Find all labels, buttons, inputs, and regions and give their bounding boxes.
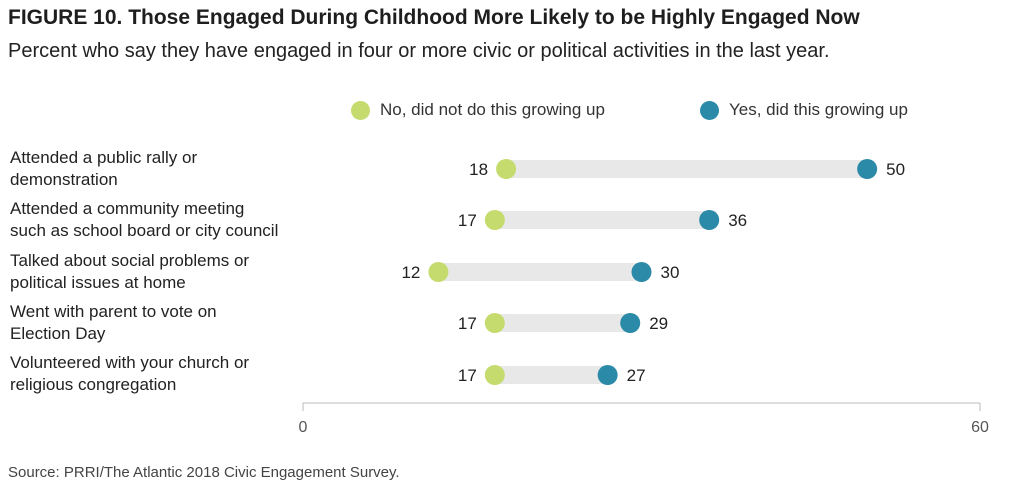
- data-label-no-4: 17: [458, 366, 477, 385]
- source-note: Source: PRRI/The Atlantic 2018 Civic Eng…: [8, 464, 400, 481]
- x-axis-tick-label-1: 60: [971, 419, 989, 436]
- range-bar-4: [494, 366, 608, 384]
- data-label-no-3: 17: [458, 314, 477, 333]
- legend-marker-yes: [700, 100, 719, 120]
- row-label-0: Attended a public rally or demonstration: [10, 148, 198, 189]
- range-bar-3: [494, 314, 631, 332]
- dot-no-1: [484, 210, 505, 230]
- range-bar-2: [438, 263, 642, 281]
- x-axis-tick-label-0: 0: [299, 419, 308, 436]
- legend-label-no: No, did not do this growing up: [380, 100, 605, 119]
- data-label-yes-0: 50: [886, 160, 905, 179]
- row-label-3: Went with parent to vote on Election Day: [10, 302, 217, 343]
- dot-yes-0: [857, 159, 878, 179]
- row-label-2: Talked about social problems or political…: [10, 251, 250, 292]
- dot-no-3: [484, 313, 505, 333]
- range-bar-1: [494, 211, 710, 229]
- dot-no-4: [484, 365, 505, 385]
- dot-no-0: [496, 159, 517, 179]
- dot-no-2: [428, 262, 449, 282]
- chart-title: FIGURE 10. Those Engaged During Childhoo…: [8, 6, 860, 29]
- legend-label-yes: Yes, did this growing up: [729, 100, 908, 119]
- data-label-no-2: 12: [401, 263, 420, 282]
- row-label-1: Attended a community meeting such as scho…: [10, 199, 279, 240]
- data-label-yes-3: 29: [649, 314, 668, 333]
- data-label-yes-4: 27: [627, 366, 646, 385]
- range-bar-0: [506, 160, 868, 178]
- dot-yes-4: [597, 365, 618, 385]
- dot-yes-1: [699, 210, 720, 230]
- dot-yes-3: [620, 313, 641, 333]
- chart-subtitle: Percent who say they have engaged in fou…: [8, 40, 830, 62]
- row-label-4: Volunteered with your church or religious…: [10, 353, 250, 394]
- legend-item-yes: Yes, did this growing up: [700, 97, 908, 123]
- legend-marker-no: [351, 100, 370, 120]
- data-label-yes-2: 30: [661, 263, 680, 282]
- data-label-no-0: 18: [469, 160, 488, 179]
- legend-item-no: No, did not do this growing up: [351, 97, 605, 123]
- data-label-yes-1: 36: [728, 211, 747, 230]
- dot-yes-2: [631, 262, 652, 282]
- data-label-no-1: 17: [458, 211, 477, 230]
